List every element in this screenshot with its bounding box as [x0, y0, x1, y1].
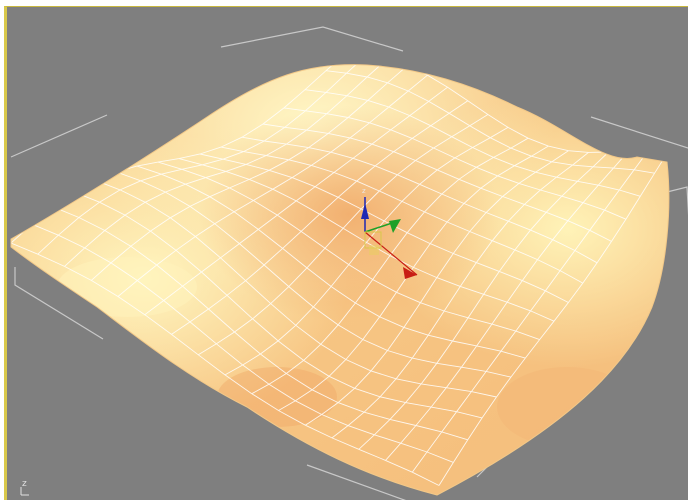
- x-axis-arrow: [403, 267, 417, 279]
- surface-edge: [10, 64, 670, 496]
- wireframe-line: [251, 137, 529, 395]
- wireframe-line: [220, 146, 584, 284]
- wireframe-line: [304, 89, 641, 197]
- deformed-surface-mesh: [11, 64, 669, 495]
- wireframe-line: [325, 70, 655, 174]
- y-axis-arrow: [389, 219, 401, 233]
- view-axis-tripod: [20, 487, 29, 496]
- wireframe-line: [331, 152, 589, 439]
- wireframe-line: [411, 149, 650, 473]
- viewport-scene[interactable]: z: [7, 7, 688, 500]
- wireframe-line: [224, 127, 509, 376]
- 3d-viewport[interactable]: z z: [4, 6, 688, 500]
- wireframe-line: [385, 150, 630, 461]
- wireframe-line: [283, 107, 627, 220]
- svg-text:z: z: [362, 187, 366, 195]
- wireframe-line: [199, 153, 569, 303]
- wireframe-line: [241, 136, 598, 264]
- wireframe-line: [358, 151, 609, 450]
- wireframe-line: [305, 150, 569, 426]
- wireframe-line: [278, 145, 549, 411]
- tripod-label-z: z: [22, 479, 27, 489]
- z-axis-arrow: [361, 203, 369, 219]
- wireframe-line: [438, 149, 669, 486]
- transform-gizmo[interactable]: z: [361, 187, 418, 279]
- wireframe-line: [262, 123, 612, 242]
